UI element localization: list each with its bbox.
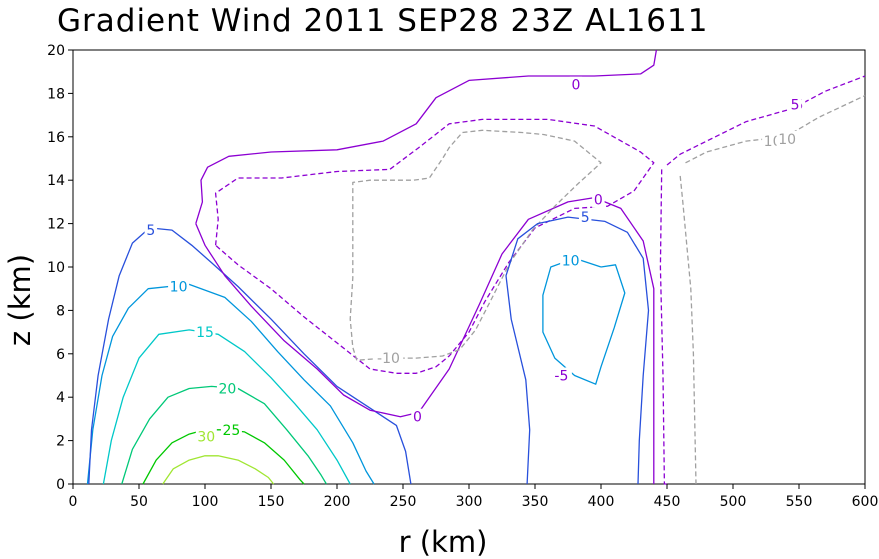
contour-label-background [195,428,217,445]
contour-label: 5 [791,97,800,113]
chart-title: Gradient Wind 2011 SEP28 23Z AL1611 [57,3,708,39]
contour-label-background [560,252,582,269]
contour-line-minus-10 [679,175,697,485]
y-tick-label: 18 [47,86,65,102]
y-tick-label: 0 [56,477,65,493]
contour-line-0 [195,49,658,224]
contour-label: 10 [170,280,188,296]
x-tick-label: 500 [720,494,747,510]
contour-label-background [776,130,798,147]
contour-label: -5 [554,369,568,385]
contour-label-background [578,209,592,226]
x-tick-label: 50 [130,494,148,510]
y-tick-label: 12 [47,217,65,233]
y-tick-label: 6 [56,347,65,363]
contour-label: 5 [146,223,155,239]
contour-label: 30 [197,429,215,445]
x-axis-label: r (km) [399,525,488,559]
y-tick-label: 2 [56,434,65,450]
contour-label: 25 [222,423,240,439]
x-tick-label: 250 [390,494,417,510]
contour-label-background [411,408,424,425]
contour-label: 10 [778,132,796,148]
contour-label: 0 [413,410,422,426]
contour-label: 20 [219,382,237,398]
contour-label-background [220,421,242,438]
contour-label: 10 [562,253,580,269]
x-tick-label: 0 [69,494,78,510]
y-tick-label: 14 [47,173,65,189]
contour-line-minus-5 [214,118,655,374]
y-tick-label: 8 [56,303,65,319]
x-tick-label: 550 [786,494,813,510]
contour-label: 5 [581,210,590,226]
contour-label-background [550,367,572,384]
x-tick-label: 150 [258,494,285,510]
x-tick-label: 300 [456,494,483,510]
x-tick-label: 100 [192,494,219,510]
contour-line-minus-10 [685,95,866,164]
x-tick-label: 450 [654,494,681,510]
contour-label-background [592,191,605,208]
contour-line-minus-10 [349,129,602,361]
contour-line-10 [542,257,626,385]
contour-label-background [788,96,802,113]
x-tick-label: 600 [852,494,879,510]
contour-label-background [144,222,158,239]
x-tick-label: 350 [522,494,549,510]
contour-line-30 [162,455,275,485]
y-tick-label: 20 [47,43,65,59]
x-axis-ticks: 0 50 100 150 200 250 300 350 400 450 500 550 600 [69,484,879,510]
contour-label-background [168,278,190,295]
contour-line-15 [102,329,351,485]
contour-label-background [216,380,238,397]
y-tick-label: 4 [56,390,65,406]
y-tick-label: 16 [47,130,65,146]
contour-line-minus-5 [659,169,667,485]
contour-label-background [194,324,216,341]
contour-label: -10 [377,351,400,367]
y-axis-ticks: 0 2 4 6 8 10 12 14 16 18 20 [47,43,73,493]
contour-line-10 [86,283,375,485]
contour-label-background [569,76,583,93]
contour-line-0 [195,196,655,484]
plot-frame [72,49,866,485]
y-tick-label: 10 [47,260,65,276]
contour-line-minus-5 [666,75,866,166]
contour-lines [86,49,866,485]
y-axis-label: z (km) [3,254,37,346]
x-tick-label: 400 [588,494,615,510]
contour-label: 0 [594,193,603,209]
contour-label-background [373,350,404,367]
contour-label: 0 [571,78,580,94]
contour-line-5 [505,216,650,485]
contour-label: 15 [196,325,214,341]
x-tick-label: 200 [324,494,351,510]
